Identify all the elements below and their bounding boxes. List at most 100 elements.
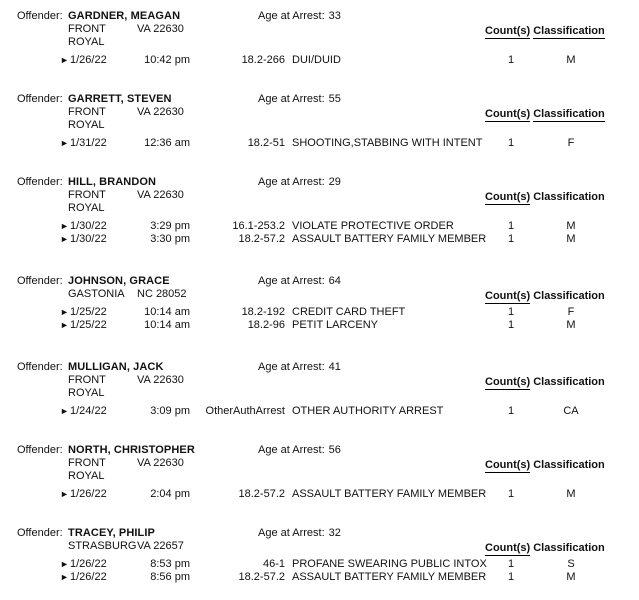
classification-header: Classification [533,459,605,471]
age-at-arrest-value: 29 [328,176,341,188]
arrest-count: 1 [507,220,515,232]
arrest-date: 1/25/22 [70,306,107,318]
counts-header: Count(s) [485,290,531,304]
offense-code: 16.1-253.2 [232,220,285,232]
offense-code: 46-1 [262,558,285,570]
count-classification-headers: Count(s) Classification [485,25,605,39]
arrest-date: 1/26/22 [70,571,107,583]
arrest-time: 10:42 pm [144,54,190,66]
arrest-row: ► 1/30/22 3:30 pm 18.2-57.2 ASSAULT BATT… [0,233,639,246]
arrest-time: 3:29 pm [150,220,190,232]
offender-name: JOHNSON, GRACE [68,275,170,287]
offense-description: PETIT LARCENY [292,319,378,331]
offender-city: FRONT ROYAL [68,374,106,399]
arrest-classification: CA [563,405,579,417]
counts-header: Count(s) [485,376,531,390]
offense-description: ASSAULT BATTERY FAMILY MEMBER [292,571,487,583]
age-at-arrest-value: 32 [328,527,341,539]
offense-description: VIOLATE PROTECTIVE ORDER [292,220,454,232]
offense-code: 18.2-192 [241,306,285,318]
arrest-classification: M [566,233,576,245]
arrest-count: 1 [507,405,515,417]
arrest-count: 1 [507,488,515,500]
offender-block: Offender: GARDNER, MEAGAN Age at Arrest:… [0,10,639,67]
arrest-count: 1 [507,233,515,245]
age-at-arrest-label: Age at Arrest: [258,275,325,287]
age-at-arrest-value: 56 [328,444,341,456]
offender-label: Offender: [17,93,63,105]
offense-description: DUI/DUID [292,54,341,66]
arrest-row: ► 1/26/22 2:04 pm 18.2-57.2 ASSAULT BATT… [0,488,639,501]
age-at-arrest-label: Age at Arrest: [258,93,325,105]
age-at-arrest-value: 33 [328,10,341,22]
age-at-arrest-label: Age at Arrest: [258,361,325,373]
count-classification-headers: Count(s) Classification [485,108,605,122]
age-at-arrest-label: Age at Arrest: [258,176,325,188]
classification-header: Classification [533,108,605,122]
classification-header: Classification [533,290,605,302]
counts-header: Count(s) [485,108,531,122]
offense-code: 18.2-266 [241,54,285,66]
offender-block: Offender: GARRETT, STEVEN Age at Arrest:… [0,93,639,150]
offender-state-zip: VA 22630 [137,106,184,118]
arrest-classification: M [566,488,576,500]
arrest-date: 1/26/22 [70,488,107,500]
arrest-row: ► 1/31/22 12:36 am 18.2-51 SHOOTING,STAB… [0,137,639,150]
offender-label: Offender: [17,527,63,539]
arrest-marker-icon: ► [60,138,69,148]
offender-city: FRONT ROYAL [68,106,106,131]
arrest-time: 8:56 pm [150,571,190,583]
arrest-marker-icon: ► [60,406,69,416]
arrest-time: 2:04 pm [150,488,190,500]
arrest-date: 1/30/22 [70,220,107,232]
arrest-classification: M [566,54,576,66]
arrest-time: 10:14 am [144,319,190,331]
arrest-date: 1/30/22 [70,233,107,245]
offender-city: FRONT ROYAL [68,189,106,214]
offender-block: Offender: MULLIGAN, JACK Age at Arrest: … [0,361,639,418]
arrest-count: 1 [507,54,515,66]
offender-block: Offender: HILL, BRANDON Age at Arrest: 2… [0,176,639,246]
arrest-time: 10:14 am [144,306,190,318]
offender-block: Offender: JOHNSON, GRACE Age at Arrest: … [0,275,639,332]
arrest-time: 3:30 pm [150,233,190,245]
arrest-row: ► 1/26/22 10:42 pm 18.2-266 DUI/DUID 1 M [0,54,639,67]
arrest-row: ► 1/25/22 10:14 am 18.2-96 PETIT LARCENY… [0,319,639,332]
arrest-date: 1/26/22 [70,558,107,570]
counts-header: Count(s) [485,191,531,205]
age-at-arrest-label: Age at Arrest: [258,527,325,539]
age-at-arrest-value: 64 [328,275,341,287]
offender-city: FRONT ROYAL [68,457,106,482]
arrest-classification: M [566,319,576,331]
offender-name: MULLIGAN, JACK [68,361,164,373]
offender-label: Offender: [17,176,63,188]
offender-state-zip: VA 22657 [137,540,184,552]
age-at-arrest-value: 41 [328,361,341,373]
offense-description: OTHER AUTHORITY ARREST [292,405,444,417]
offender-state-zip: VA 22630 [137,23,184,35]
offender-label: Offender: [17,444,63,456]
counts-header: Count(s) [485,542,531,556]
arrest-row: ► 1/30/22 3:29 pm 16.1-253.2 VIOLATE PRO… [0,220,639,233]
offender-label: Offender: [17,361,63,373]
arrest-classification: F [567,306,575,318]
arrest-time: 12:36 am [144,137,190,149]
arrest-row: ► 1/24/22 3:09 pm OtherAuthArrest OTHER … [0,405,639,418]
offender-name: NORTH, CHRISTOPHER [68,444,195,456]
offender-name: GARDNER, MEAGAN [68,10,181,22]
arrest-date: 1/26/22 [70,54,107,66]
offense-code: 18.2-57.2 [238,233,285,245]
arrest-row: ► 1/26/22 8:53 pm 46-1 PROFANE SWEARING … [0,558,639,571]
arrest-count: 1 [507,558,515,570]
arrest-date: 1/31/22 [70,137,107,149]
classification-header: Classification [533,25,605,39]
offender-state-zip: VA 22630 [137,457,184,469]
age-at-arrest-label: Age at Arrest: [258,444,325,456]
count-classification-headers: Count(s) Classification [485,376,605,390]
arrest-classification: F [567,137,575,149]
offense-description: PROFANE SWEARING PUBLIC INTOX [292,558,487,570]
arrest-count: 1 [507,319,515,331]
offender-label: Offender: [17,275,63,287]
offender-state-zip: NC 28052 [137,288,187,300]
arrest-classification: M [566,220,576,232]
